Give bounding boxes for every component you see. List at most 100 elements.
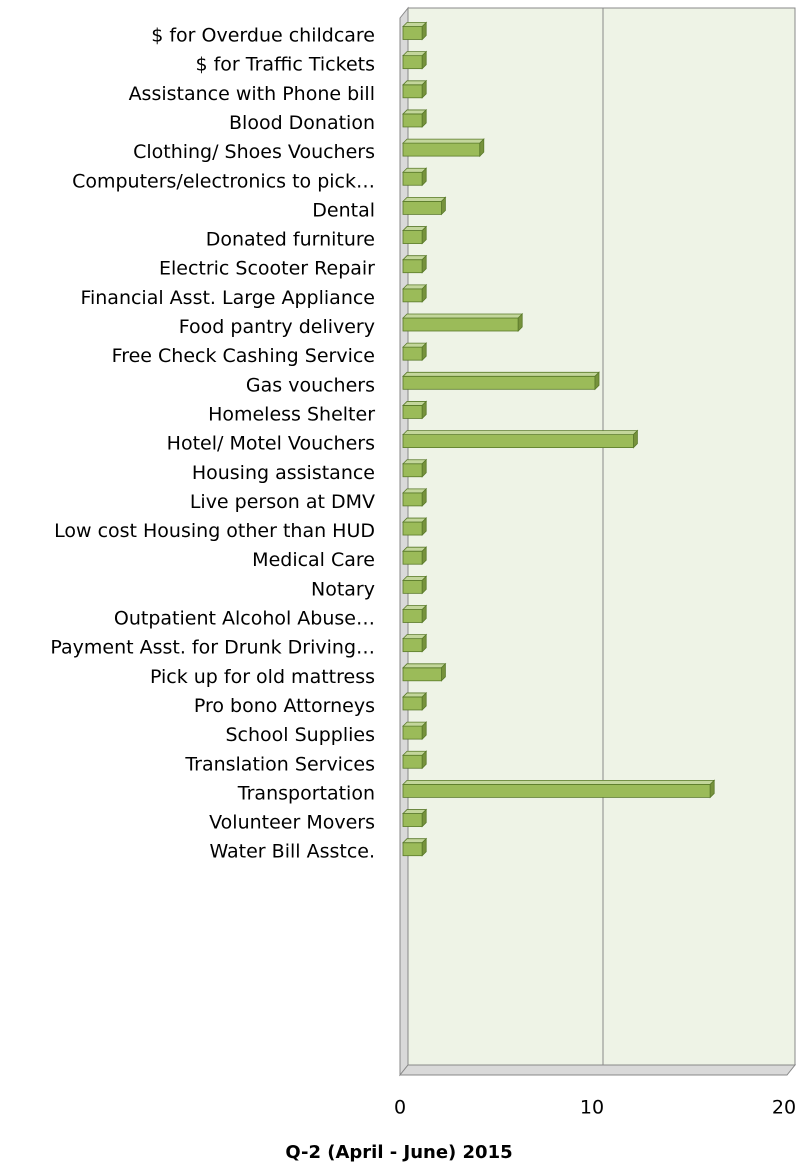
bar [402, 579, 423, 594]
x-tick-label: 20 [772, 1097, 796, 1119]
bar [402, 638, 423, 653]
bar [402, 725, 423, 740]
bar-top [402, 196, 447, 202]
y-tick-label: $ for Traffic Tickets [195, 54, 375, 76]
bar-side [421, 225, 427, 245]
y-tick-label: Food pantry delivery [179, 316, 375, 338]
bar [402, 26, 423, 40]
bar [402, 84, 423, 99]
bar [402, 171, 423, 186]
y-tick-label: Free Check Cashing Service [112, 345, 375, 367]
bar-side [421, 517, 427, 537]
y-tick-label: Blood Donation [229, 112, 375, 134]
bar-side [421, 21, 427, 41]
bar [402, 259, 423, 274]
y-tick-label: Water Bill Asstce. [209, 841, 375, 863]
bar-side [633, 429, 638, 449]
y-tick-label: Payment Asst. for Drunk Driving… [50, 637, 375, 659]
bar [402, 754, 423, 769]
bar [402, 55, 423, 70]
bar [402, 142, 481, 157]
bar [402, 230, 423, 244]
y-tick-label: Pick up for old mattress [150, 666, 375, 688]
bar-top [402, 313, 524, 319]
bar-side [421, 342, 427, 362]
y-tick-label: Homeless Shelter [208, 403, 375, 425]
bar-side [421, 400, 427, 420]
bar [402, 434, 634, 449]
y-tick-label: Dental [312, 199, 375, 221]
bar [402, 696, 423, 711]
bar [402, 317, 519, 332]
y-tick-label: Volunteer Movers [209, 812, 375, 834]
y-tick-label: Low cost Housing other than HUD [54, 520, 375, 542]
bar-side [594, 371, 600, 391]
y-tick-label: Computers/electronics to pick… [72, 170, 375, 192]
bar-side [421, 750, 427, 770]
y-tick-label: $ for Overdue childcare [151, 25, 375, 47]
y-tick-label: Clothing/ Shoes Vouchers [133, 141, 375, 163]
bar-side [421, 691, 427, 711]
bar [402, 813, 423, 827]
bar [402, 550, 423, 565]
bar [402, 784, 711, 798]
bar-side [421, 167, 427, 187]
y-tick-label: Live person at DMV [190, 491, 375, 513]
back-wall [407, 7, 796, 1066]
y-tick-label: Gas vouchers [246, 374, 375, 396]
bar-side [421, 79, 427, 99]
bar-side [421, 108, 427, 128]
bar-top [402, 430, 639, 436]
bar-side [440, 662, 446, 682]
bar-top [402, 663, 447, 669]
bar-side [421, 837, 427, 857]
y-tick-label: Transportation [237, 782, 375, 804]
y-tick-label: Housing assistance [192, 462, 375, 484]
bar-side [421, 721, 427, 741]
x-tick-label: 10 [580, 1097, 604, 1119]
bar [402, 492, 423, 507]
x-tick-label: 0 [394, 1097, 406, 1119]
chart-title: Q-2 (April - June) 2015 [285, 1142, 512, 1163]
bar [402, 609, 423, 623]
bar-side [421, 633, 427, 653]
bar [402, 346, 423, 361]
y-tick-label: Assistance with Phone bill [129, 83, 375, 105]
bar [402, 463, 423, 478]
y-tick-label: Donated furniture [206, 229, 375, 251]
y-tick-label: Outpatient Alcohol Abuse… [114, 608, 375, 630]
bar [402, 113, 423, 128]
bar-side [421, 546, 427, 566]
y-tick-label: Hotel/ Motel Vouchers [167, 433, 375, 455]
y-tick-label: Notary [311, 578, 375, 600]
y-tick-label: Translation Services [184, 753, 375, 775]
bar-side [421, 254, 427, 274]
y-tick-label: Financial Asst. Large Appliance [80, 287, 375, 309]
bar [402, 842, 423, 857]
bar-side [709, 779, 715, 799]
bar-side [440, 196, 446, 216]
bar [402, 200, 442, 215]
bar-top [402, 371, 600, 377]
bar-side [421, 458, 427, 478]
bar-top [402, 138, 485, 144]
y-tick-label: School Supplies [226, 724, 376, 746]
bar [402, 405, 423, 419]
y-tick-label: Electric Scooter Repair [159, 258, 375, 280]
bar-side [421, 808, 427, 828]
bar [402, 521, 423, 536]
bar-side [421, 283, 427, 303]
bar-side [421, 50, 427, 70]
bar-side [421, 604, 427, 624]
bar [402, 375, 596, 390]
y-tick-label: Medical Care [252, 549, 375, 571]
bar [402, 667, 442, 682]
bar-side [517, 313, 523, 332]
bar-top [402, 780, 716, 785]
floor [398, 1064, 797, 1076]
bar-side [421, 575, 427, 595]
y-tick-label: Pro bono Attorneys [194, 695, 375, 717]
bar [402, 288, 423, 303]
bar-side [479, 138, 485, 158]
